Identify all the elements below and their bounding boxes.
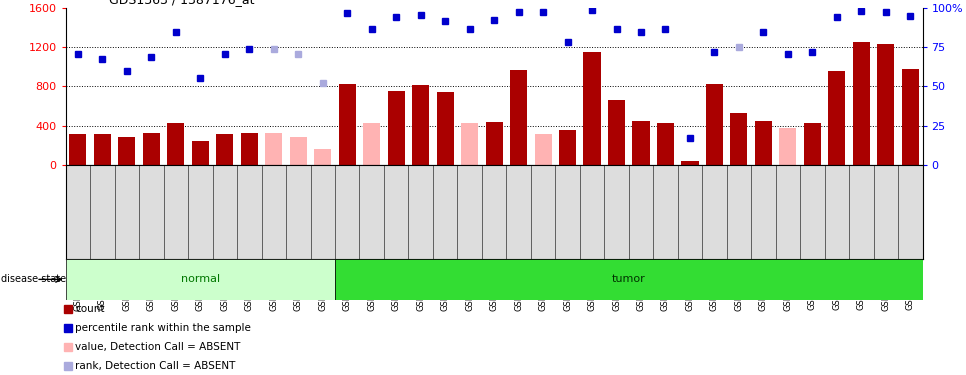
Bar (70, 135, 87, 165)
Text: GDS1363 / 1387176_at: GDS1363 / 1387176_at (108, 0, 254, 6)
Text: tumor: tumor (611, 274, 645, 284)
Bar (290, 137, 307, 165)
Bar (339, 84, 355, 165)
Bar (314, 149, 331, 165)
Bar (412, 85, 429, 165)
Bar (608, 100, 625, 165)
Bar (66, 259, 335, 300)
Bar (266, 134, 282, 165)
Bar (804, 123, 821, 165)
Bar (706, 84, 723, 165)
Bar (534, 135, 552, 165)
Bar (877, 44, 895, 165)
Text: normal: normal (181, 274, 220, 284)
Bar (754, 121, 772, 165)
Bar (387, 91, 405, 165)
Bar (167, 123, 185, 165)
Bar (486, 122, 502, 165)
Bar (828, 72, 845, 165)
Text: disease state: disease state (1, 274, 66, 284)
Bar (216, 135, 234, 165)
Bar (730, 113, 748, 165)
Bar (118, 137, 135, 165)
Bar (510, 69, 527, 165)
Text: percentile rank within the sample: percentile rank within the sample (75, 323, 251, 333)
Bar (583, 52, 601, 165)
Bar (241, 132, 258, 165)
Bar (94, 135, 111, 165)
Bar (633, 121, 649, 165)
Bar (363, 123, 381, 165)
Bar (657, 123, 674, 165)
Bar (461, 123, 478, 165)
Bar (559, 129, 576, 165)
Bar (192, 141, 209, 165)
Bar (780, 128, 796, 165)
Bar (681, 161, 698, 165)
Text: count: count (75, 304, 104, 314)
Bar (437, 92, 454, 165)
Text: rank, Detection Call = ABSENT: rank, Detection Call = ABSENT (75, 361, 236, 370)
Bar (143, 134, 160, 165)
Text: value, Detection Call = ABSENT: value, Detection Call = ABSENT (75, 342, 241, 352)
Bar (901, 69, 919, 165)
Bar (853, 42, 870, 165)
Bar (335, 259, 923, 300)
